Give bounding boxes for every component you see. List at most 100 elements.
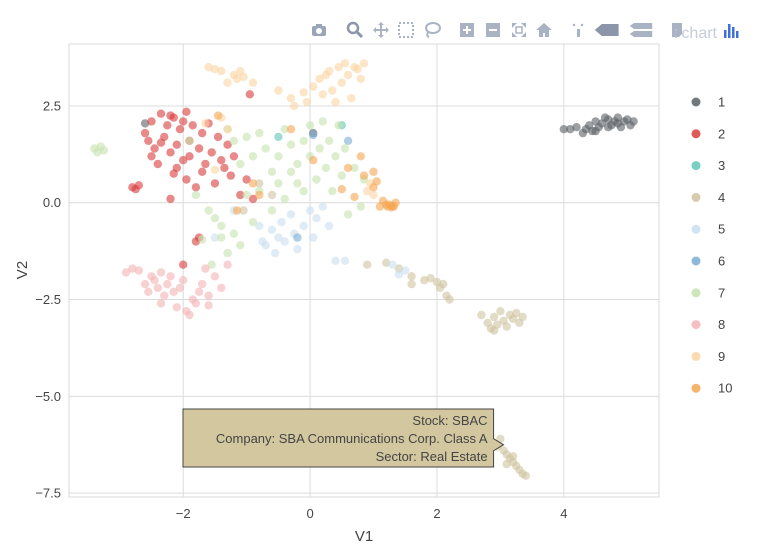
data-point[interactable] xyxy=(213,132,223,142)
legend-item-8[interactable]: 8 xyxy=(691,317,726,332)
data-point[interactable] xyxy=(210,165,220,174)
legend-item-5[interactable]: 5 xyxy=(691,222,726,237)
data-point[interactable] xyxy=(286,125,296,134)
data-point[interactable] xyxy=(179,156,188,165)
pan-button[interactable] xyxy=(371,20,391,40)
data-point[interactable] xyxy=(207,148,216,157)
data-point[interactable] xyxy=(229,229,239,238)
legend-item-4[interactable]: 4 xyxy=(691,190,726,205)
data-point[interactable] xyxy=(496,307,505,316)
data-point[interactable] xyxy=(239,72,248,82)
data-point[interactable] xyxy=(334,62,343,72)
data-point[interactable] xyxy=(153,283,162,293)
legend[interactable]: 1 2 3 4 5 6 7 8 9 10 xyxy=(691,95,733,396)
data-point[interactable] xyxy=(334,121,343,130)
data-point[interactable] xyxy=(559,125,568,134)
data-point[interactable] xyxy=(343,70,353,80)
data-point[interactable] xyxy=(207,260,216,269)
data-point[interactable] xyxy=(309,156,318,165)
data-point[interactable] xyxy=(604,123,613,132)
data-point[interactable] xyxy=(369,190,378,200)
data-point[interactable] xyxy=(293,159,302,169)
data-point[interactable] xyxy=(156,109,166,118)
data-point[interactable] xyxy=(518,312,527,322)
data-point[interactable] xyxy=(191,299,201,308)
data-point[interactable] xyxy=(134,266,143,275)
data-point[interactable] xyxy=(185,310,194,320)
data-point[interactable] xyxy=(267,190,277,200)
data-point[interactable] xyxy=(194,287,204,296)
data-point[interactable] xyxy=(363,186,372,196)
data-point[interactable] xyxy=(274,233,283,242)
data-point[interactable] xyxy=(324,136,334,145)
data-point[interactable] xyxy=(140,128,150,138)
data-point[interactable] xyxy=(407,279,416,289)
data-point[interactable] xyxy=(267,225,277,234)
data-point[interactable] xyxy=(274,132,283,142)
data-point[interactable] xyxy=(198,235,207,244)
data-point[interactable] xyxy=(343,136,353,145)
data-point[interactable] xyxy=(236,159,245,169)
data-point[interactable] xyxy=(194,144,204,153)
data-point[interactable] xyxy=(337,185,346,194)
data-point[interactable] xyxy=(201,119,210,128)
data-point[interactable] xyxy=(134,181,143,190)
data-point[interactable] xyxy=(182,107,191,117)
data-point[interactable] xyxy=(217,283,226,293)
data-point[interactable] xyxy=(175,125,185,134)
data-point[interactable] xyxy=(324,66,334,76)
data-point[interactable] xyxy=(318,202,327,211)
data-point[interactable] xyxy=(166,194,175,204)
data-point[interactable] xyxy=(144,287,153,296)
data-point[interactable] xyxy=(293,179,302,188)
data-point[interactable] xyxy=(286,210,296,219)
data-point[interactable] xyxy=(309,82,318,91)
data-point[interactable] xyxy=(286,167,296,176)
legend-item-10[interactable]: 10 xyxy=(691,381,733,396)
data-point[interactable] xyxy=(179,117,188,126)
data-point[interactable] xyxy=(156,268,166,277)
legend-item-9[interactable]: 9 xyxy=(691,349,726,364)
data-point[interactable] xyxy=(477,310,486,320)
data-point[interactable] xyxy=(236,241,245,250)
data-point[interactable] xyxy=(248,194,258,204)
data-point[interactable] xyxy=(166,111,175,120)
data-point[interactable] xyxy=(286,140,296,149)
data-point[interactable] xyxy=(337,171,346,180)
data-point[interactable] xyxy=(331,152,340,161)
plotly-logo-button[interactable] xyxy=(721,20,741,40)
data-point[interactable] xyxy=(299,221,308,231)
data-point[interactable] xyxy=(232,206,242,215)
data-point[interactable] xyxy=(179,260,188,269)
data-point[interactable] xyxy=(223,78,232,87)
data-point[interactable] xyxy=(347,94,356,103)
data-point[interactable] xyxy=(502,322,511,331)
data-point[interactable] xyxy=(340,59,350,68)
data-point[interactable] xyxy=(394,270,404,279)
data-point[interactable] xyxy=(179,276,188,285)
data-point[interactable] xyxy=(359,171,369,180)
data-point[interactable] xyxy=(293,233,302,242)
data-point[interactable] xyxy=(175,283,185,293)
data-point[interactable] xyxy=(350,192,359,202)
data-point[interactable] xyxy=(201,264,210,273)
data-point[interactable] xyxy=(315,144,324,153)
data-point[interactable] xyxy=(172,140,181,149)
data-point[interactable] xyxy=(163,121,172,130)
data-point[interactable] xyxy=(217,233,226,242)
data-point[interactable] xyxy=(328,86,337,95)
data-point[interactable] xyxy=(315,74,324,84)
legend-item-3[interactable]: 3 xyxy=(691,158,726,173)
zoom-button[interactable] xyxy=(345,20,365,40)
data-point[interactable] xyxy=(217,156,226,165)
data-point[interactable] xyxy=(274,86,283,95)
data-point[interactable] xyxy=(359,59,369,68)
data-point[interactable] xyxy=(156,138,166,147)
data-point[interactable] xyxy=(388,260,397,269)
data-point[interactable] xyxy=(248,179,258,188)
data-point[interactable] xyxy=(140,279,150,289)
data-point[interactable] xyxy=(337,78,346,87)
data-point[interactable] xyxy=(324,221,334,231)
data-point[interactable] xyxy=(566,125,575,134)
data-point[interactable] xyxy=(229,152,239,161)
